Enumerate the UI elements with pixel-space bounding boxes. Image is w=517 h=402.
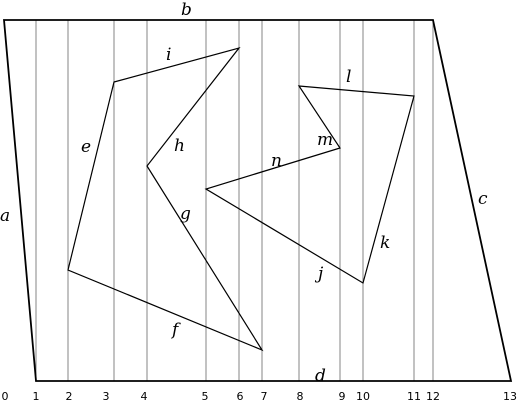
tick-label-0: 0	[2, 390, 9, 402]
tick-label-9: 9	[339, 390, 346, 402]
tick-label-2: 2	[66, 390, 73, 402]
tick-label-7: 7	[261, 390, 268, 402]
edge-label-n: n	[271, 151, 282, 171]
edge-label-m: m	[317, 130, 333, 150]
tick-label-13: 13	[503, 390, 517, 402]
outer-trapezoid	[3, 19, 513, 382]
right-obstacle-polygon	[204, 85, 415, 284]
tick-label-3: 3	[103, 390, 110, 402]
tick-label-6: 6	[237, 390, 244, 402]
edge-label-a: a	[0, 206, 10, 226]
x-tick-labels: 0 1 2 3 4 5 6 7 8 9 10 11 12 13	[2, 390, 517, 402]
edge-label-h: h	[174, 136, 185, 156]
tick-label-12: 12	[426, 390, 440, 402]
edge-label-e: e	[81, 137, 91, 157]
edge-label-d: d	[315, 366, 326, 386]
edge-label-f: f	[170, 320, 181, 340]
edge-label-l: l	[346, 67, 351, 87]
tick-label-1: 1	[33, 390, 40, 402]
edge-label-b: b	[181, 0, 192, 20]
left-obstacle-polygon	[67, 46, 264, 352]
edge-label-k: k	[380, 233, 390, 253]
edge-label-i: i	[166, 45, 171, 65]
tick-label-5: 5	[202, 390, 209, 402]
tick-label-8: 8	[297, 390, 304, 402]
edge-label-g: g	[180, 204, 191, 224]
edge-label-j: j	[314, 264, 324, 284]
tick-label-11: 11	[407, 390, 421, 402]
tick-label-4: 4	[141, 390, 148, 402]
tick-label-10: 10	[356, 390, 370, 402]
vertical-sweep-lines	[35, 20, 434, 381]
edge-label-c: c	[478, 189, 488, 209]
